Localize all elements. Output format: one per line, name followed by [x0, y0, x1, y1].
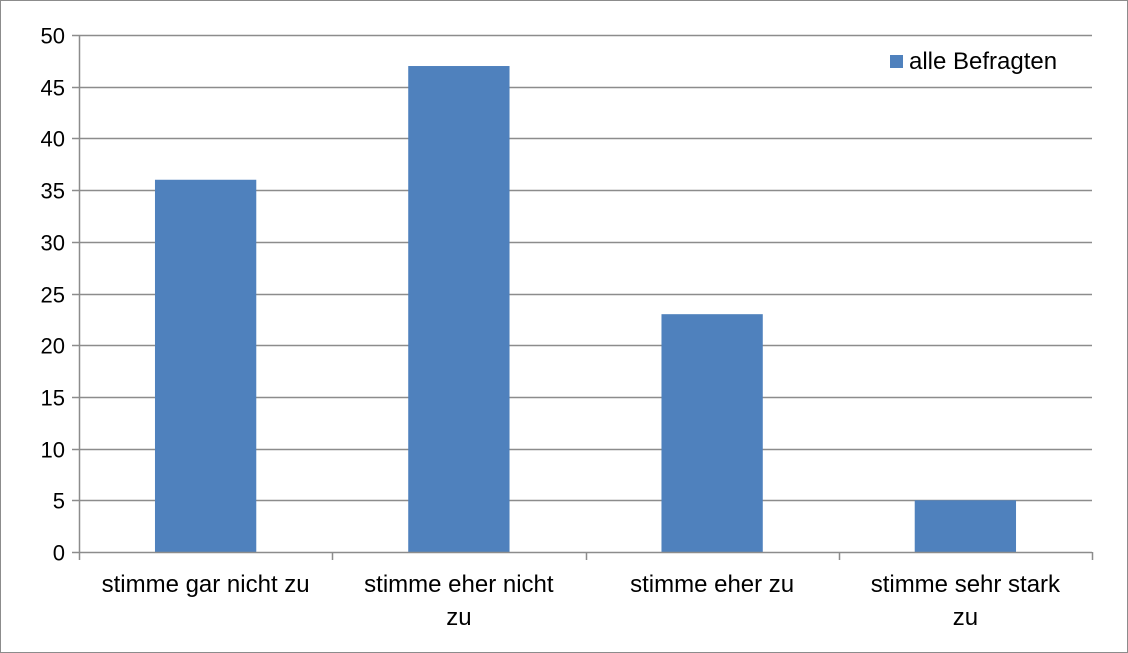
x-category-label: zu: [953, 604, 978, 631]
y-axis-tick-labels: 0 5 10 15 20 25 30 35 40 45 50: [41, 24, 65, 566]
y-tick-label: 45: [41, 76, 65, 101]
legend: alle Befragten: [890, 48, 1057, 75]
bar: [408, 66, 510, 553]
x-category-label: stimme eher nicht: [364, 571, 554, 598]
legend-swatch: [890, 55, 903, 68]
y-tick-label: 35: [41, 179, 65, 204]
y-tick-label: 10: [41, 438, 65, 463]
y-tick-label: 40: [41, 127, 65, 152]
bars: [154, 66, 1017, 553]
y-tick-label: 50: [41, 24, 65, 49]
legend-label: alle Befragten: [909, 48, 1057, 75]
x-category-label: stimme gar nicht zu: [102, 571, 310, 598]
x-category-label: zu: [446, 604, 471, 631]
y-tick-label: 20: [41, 334, 65, 359]
axes: [72, 34, 1094, 560]
x-category-label: stimme eher zu: [630, 571, 794, 598]
x-axis-category-labels: stimme gar nicht zu stimme eher nicht zu st…: [102, 571, 1061, 631]
y-tick-label: 30: [41, 231, 65, 256]
y-tick-label: 5: [53, 489, 65, 514]
bar: [914, 500, 1017, 552]
bar: [154, 179, 257, 552]
bar: [661, 314, 763, 552]
x-category-label: stimme sehr stark: [871, 571, 1061, 598]
y-tick-label: 15: [41, 386, 65, 411]
y-tick-label: 0: [53, 541, 65, 566]
y-tick-label: 25: [41, 283, 65, 308]
